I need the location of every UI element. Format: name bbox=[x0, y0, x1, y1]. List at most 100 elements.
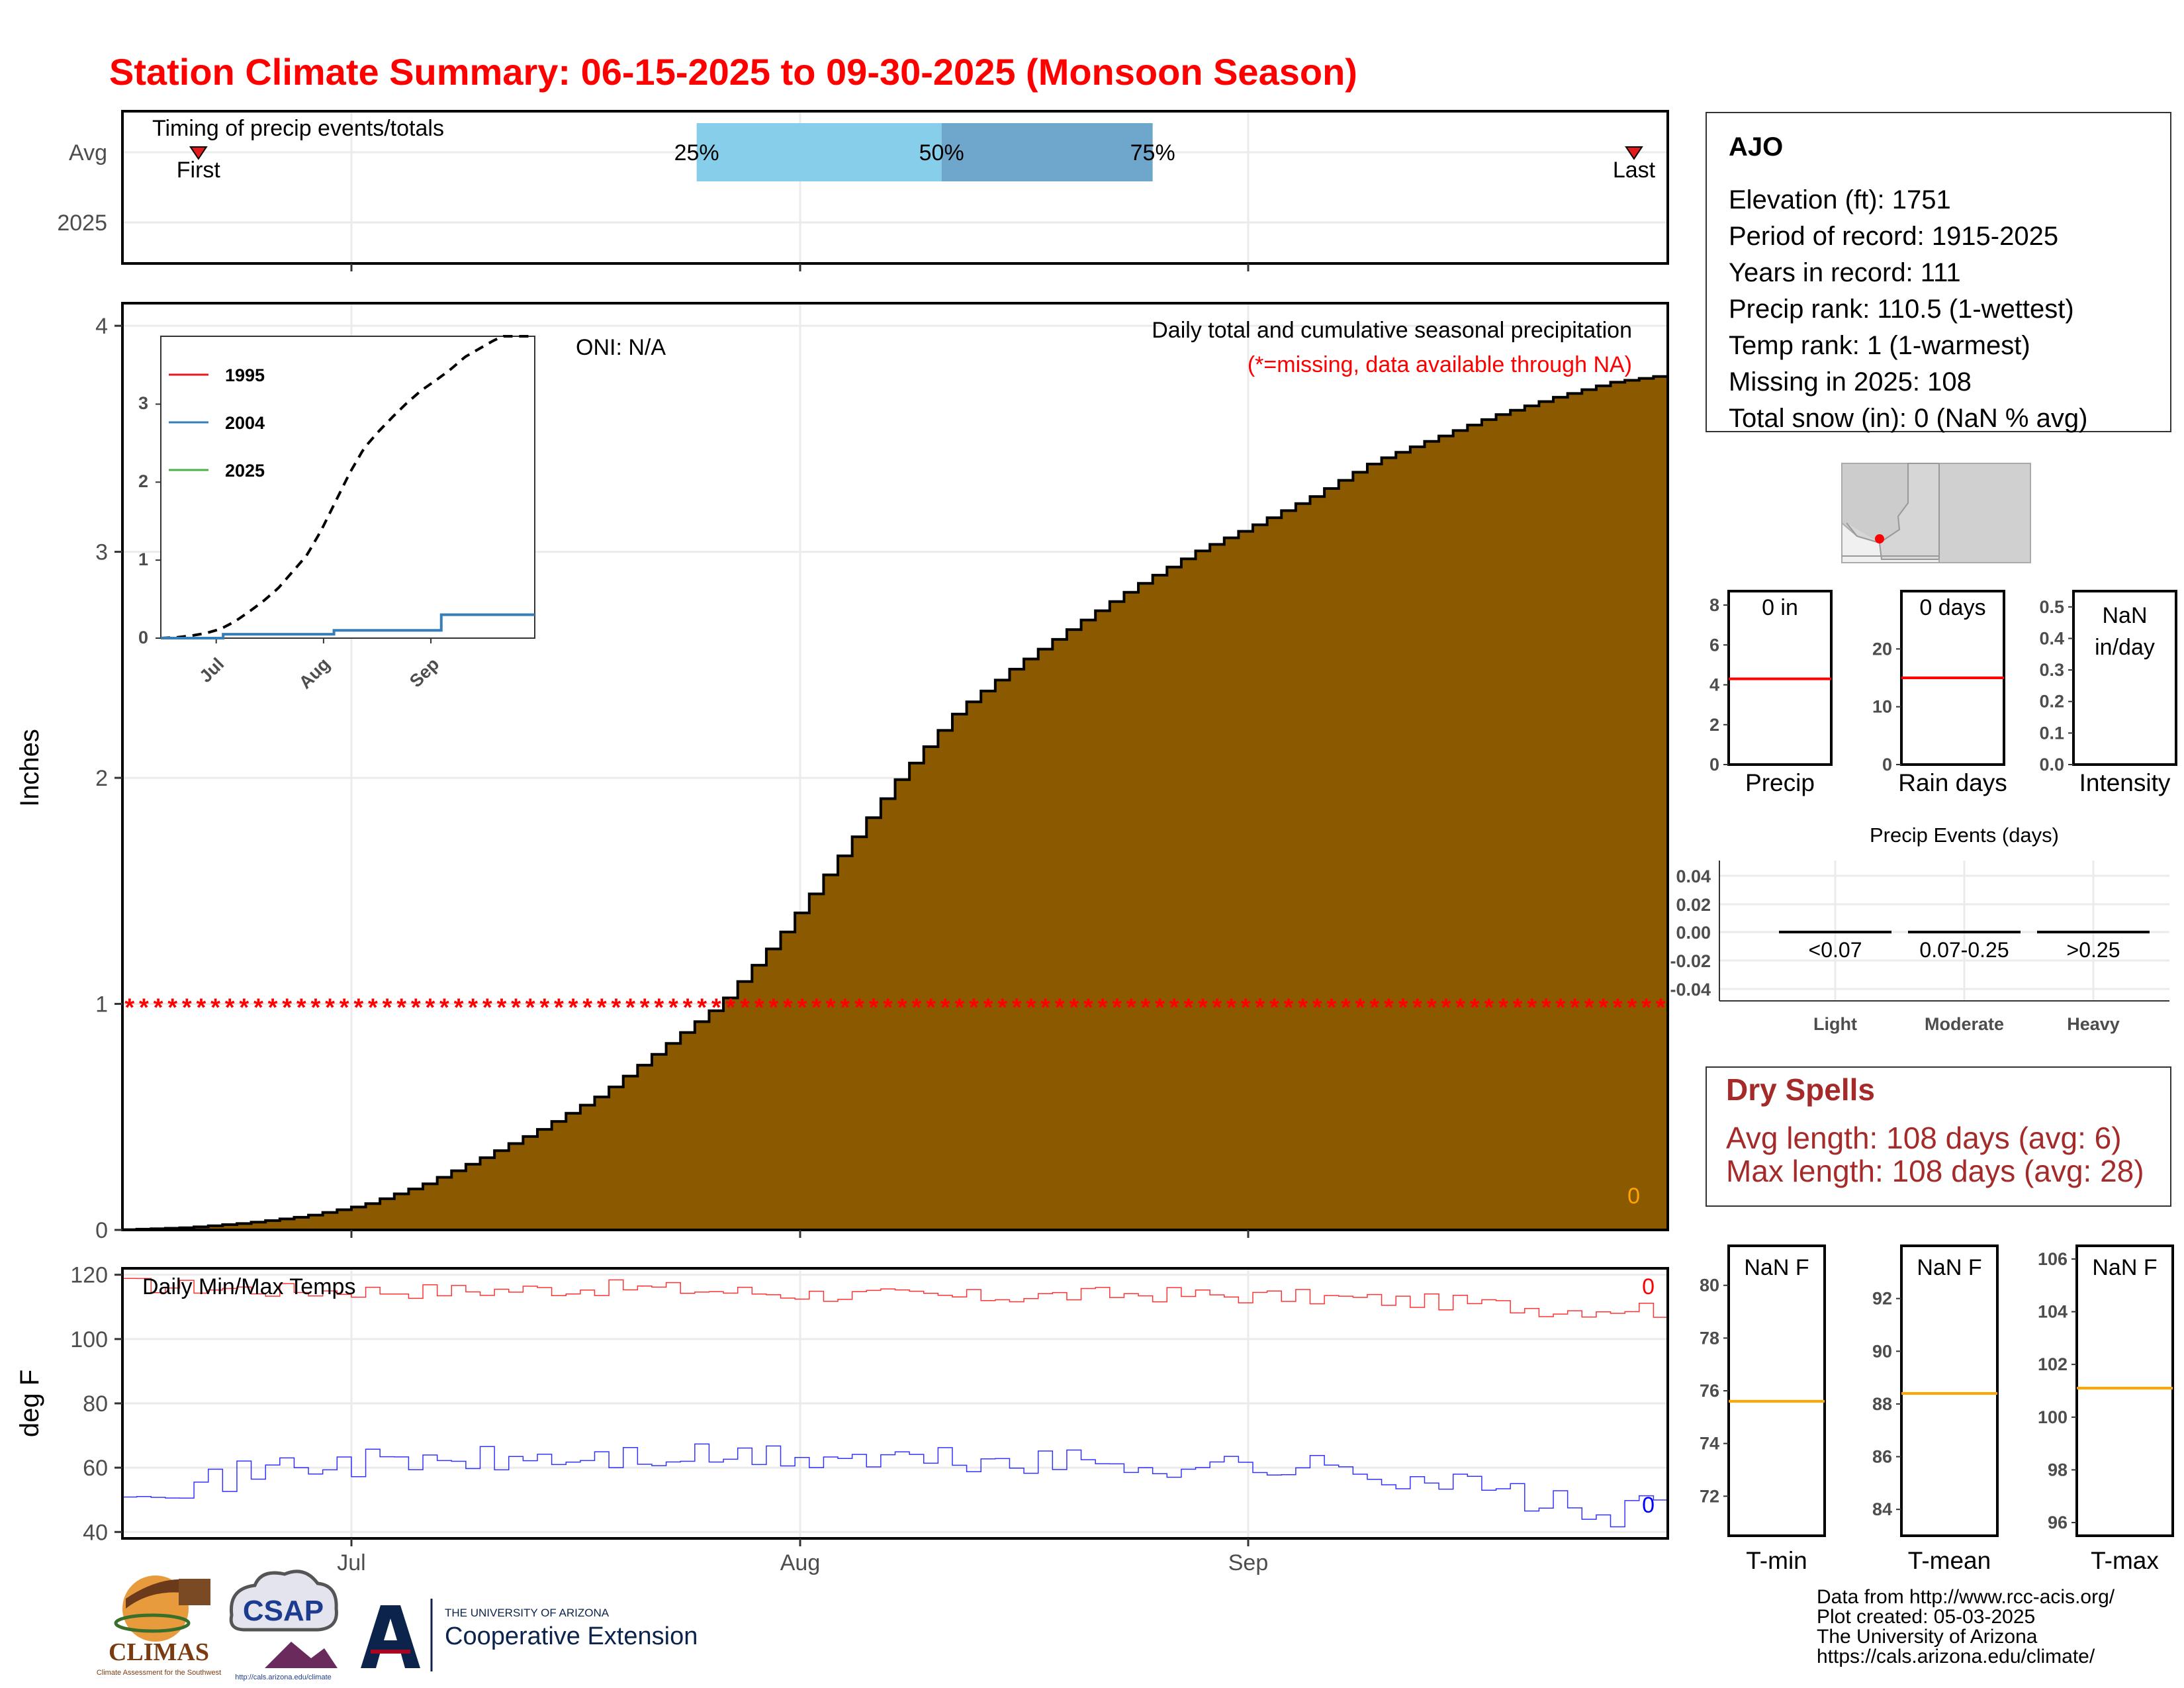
timing-row-avg: Avg bbox=[69, 140, 107, 165]
missing-star: * bbox=[1098, 994, 1108, 1022]
station-period: Period of record: 1915-2025 bbox=[1729, 222, 2058, 251]
missing-star: * bbox=[425, 994, 435, 1022]
first-event-marker bbox=[189, 146, 208, 160]
missing-star: * bbox=[340, 994, 349, 1022]
q75-label: 75% bbox=[1130, 140, 1175, 165]
temp-mini-ytick: 76 bbox=[1700, 1381, 1719, 1401]
cumulative-precip-area bbox=[121, 375, 1669, 1231]
missing-star: * bbox=[1284, 994, 1294, 1022]
missing-star: * bbox=[1269, 994, 1279, 1022]
inset-legend: 1995 2004 2025 bbox=[169, 365, 265, 481]
temp-mini-ytick: 90 bbox=[1872, 1341, 1892, 1361]
missing-star: * bbox=[569, 994, 578, 1022]
missing-star: * bbox=[482, 994, 492, 1022]
missing-star: * bbox=[154, 994, 163, 1022]
footer-credits: Data from http://www.rcc-acis.org/ Plot … bbox=[1817, 1586, 2115, 1667]
missing-star: * bbox=[783, 994, 793, 1022]
locator-map bbox=[1841, 463, 2031, 563]
mini-ytick: 0.5 bbox=[2039, 597, 2064, 617]
missing-star: * bbox=[768, 994, 778, 1022]
missing-star: * bbox=[1355, 994, 1365, 1022]
mini-ytick: 0.2 bbox=[2039, 692, 2064, 712]
missing-star: * bbox=[725, 994, 735, 1022]
missing-star: * bbox=[1398, 994, 1408, 1022]
temp-mini-ytick: 88 bbox=[1872, 1394, 1892, 1414]
legend-2025: 2025 bbox=[225, 461, 265, 481]
missing-star: * bbox=[497, 994, 507, 1022]
mini-value-unit: in/day bbox=[2095, 635, 2155, 660]
temp-title: Daily Min/Max Temps bbox=[142, 1274, 355, 1299]
missing-star: * bbox=[683, 994, 693, 1022]
missing-star: * bbox=[1241, 994, 1251, 1022]
q50-label: 50% bbox=[919, 140, 964, 165]
mini-value: NaN bbox=[2102, 603, 2147, 628]
missing-note: (*=missing, data available through NA) bbox=[1248, 352, 1632, 377]
inset-ytick-3: 3 bbox=[138, 393, 148, 413]
missing-star: * bbox=[711, 994, 721, 1022]
missing-star: * bbox=[612, 994, 621, 1022]
dry-spells-title: Dry Spells bbox=[1726, 1072, 1875, 1107]
category-light: Light bbox=[1813, 1014, 1857, 1034]
missing-star: * bbox=[1455, 994, 1465, 1022]
xtick-jul: Jul bbox=[337, 1550, 365, 1575]
missing-star: * bbox=[1112, 994, 1122, 1022]
missing-star: * bbox=[997, 994, 1007, 1022]
missing-star: * bbox=[1126, 994, 1136, 1022]
missing-star: * bbox=[225, 994, 235, 1022]
missing-star: * bbox=[1198, 994, 1208, 1022]
missing-star: * bbox=[539, 994, 549, 1022]
missing-star: * bbox=[697, 994, 707, 1022]
temp-mini-ytick: 92 bbox=[1872, 1289, 1892, 1309]
missing-star: * bbox=[368, 994, 378, 1022]
events-ytick-4: -0.04 bbox=[1670, 980, 1711, 1000]
main-corner-value: 0 bbox=[1627, 1184, 1640, 1209]
missing-star: * bbox=[282, 994, 292, 1022]
missing-star: * bbox=[1083, 994, 1093, 1022]
missing-star: * bbox=[1341, 994, 1351, 1022]
missing-star: * bbox=[954, 994, 964, 1022]
last-event-marker bbox=[1625, 146, 1643, 160]
missing-star: * bbox=[511, 994, 521, 1022]
missing-star: * bbox=[210, 994, 220, 1022]
mini-ytick: 2 bbox=[1709, 715, 1719, 735]
events-ytick-2: 0.00 bbox=[1676, 923, 1711, 943]
mini-value: 0 days bbox=[1919, 595, 1985, 620]
mini-label: Precip bbox=[1745, 769, 1815, 796]
tmin-line bbox=[122, 1443, 1668, 1528]
missing-star: * bbox=[1212, 994, 1222, 1022]
missing-star: * bbox=[1384, 994, 1394, 1022]
temp-mini-ytick: 96 bbox=[2048, 1513, 2068, 1532]
csap-logo-text: CSAP bbox=[243, 1595, 324, 1627]
bar-label-light: <0.07 bbox=[1809, 938, 1862, 962]
mini-ytick: 6 bbox=[1709, 635, 1719, 655]
missing-markers: * * * * * * * * * * * * * * * * * * * * * * * * * * * * * * * * * * * * * * * *… bbox=[124, 994, 1665, 1022]
missing-star: * bbox=[654, 994, 664, 1022]
main-ylabel: Inches bbox=[15, 729, 44, 807]
mini-panel-precip: 0 2 4 6 8 0 in Precip bbox=[1709, 590, 1833, 796]
missing-star: * bbox=[182, 994, 192, 1022]
missing-star: * bbox=[396, 994, 406, 1022]
temp-ytick-3: 100 bbox=[70, 1327, 108, 1352]
bar-label-heavy: >0.25 bbox=[2067, 938, 2120, 962]
missing-star: * bbox=[1470, 994, 1480, 1022]
inset-ytick-1: 1 bbox=[138, 549, 148, 569]
missing-star: * bbox=[1055, 994, 1065, 1022]
precip-events-title: Precip Events (days) bbox=[1870, 823, 2059, 847]
temp-mini-ytick: 84 bbox=[1872, 1499, 1892, 1519]
temp-mini-ytick: 102 bbox=[2038, 1354, 2068, 1374]
oni-label: ONI: N/A bbox=[576, 335, 666, 360]
mini-ytick: 20 bbox=[1872, 639, 1892, 659]
missing-star: * bbox=[926, 994, 936, 1022]
missing-star: * bbox=[1441, 994, 1451, 1022]
missing-star: * bbox=[983, 994, 993, 1022]
main-ytick-1: 1 bbox=[95, 992, 108, 1017]
missing-star: * bbox=[826, 994, 836, 1022]
precip-events-panel: Precip Events (days) <0.07 0.07-0.25 >0.… bbox=[1670, 823, 2169, 1034]
station-elevation: Elevation (ft): 1751 bbox=[1729, 185, 1951, 214]
temp-mini-ytick: 78 bbox=[1700, 1328, 1719, 1348]
missing-star: * bbox=[1327, 994, 1337, 1022]
precip-main-panel: * * * * * * * * * * * * * * * * * * * * * * * * * * * * * * * * * * * * * * * *… bbox=[15, 302, 1669, 1243]
x-axis-ticks: Jul Aug Sep bbox=[337, 1230, 1268, 1575]
climas-logo-text: CLIMAS bbox=[109, 1638, 209, 1666]
